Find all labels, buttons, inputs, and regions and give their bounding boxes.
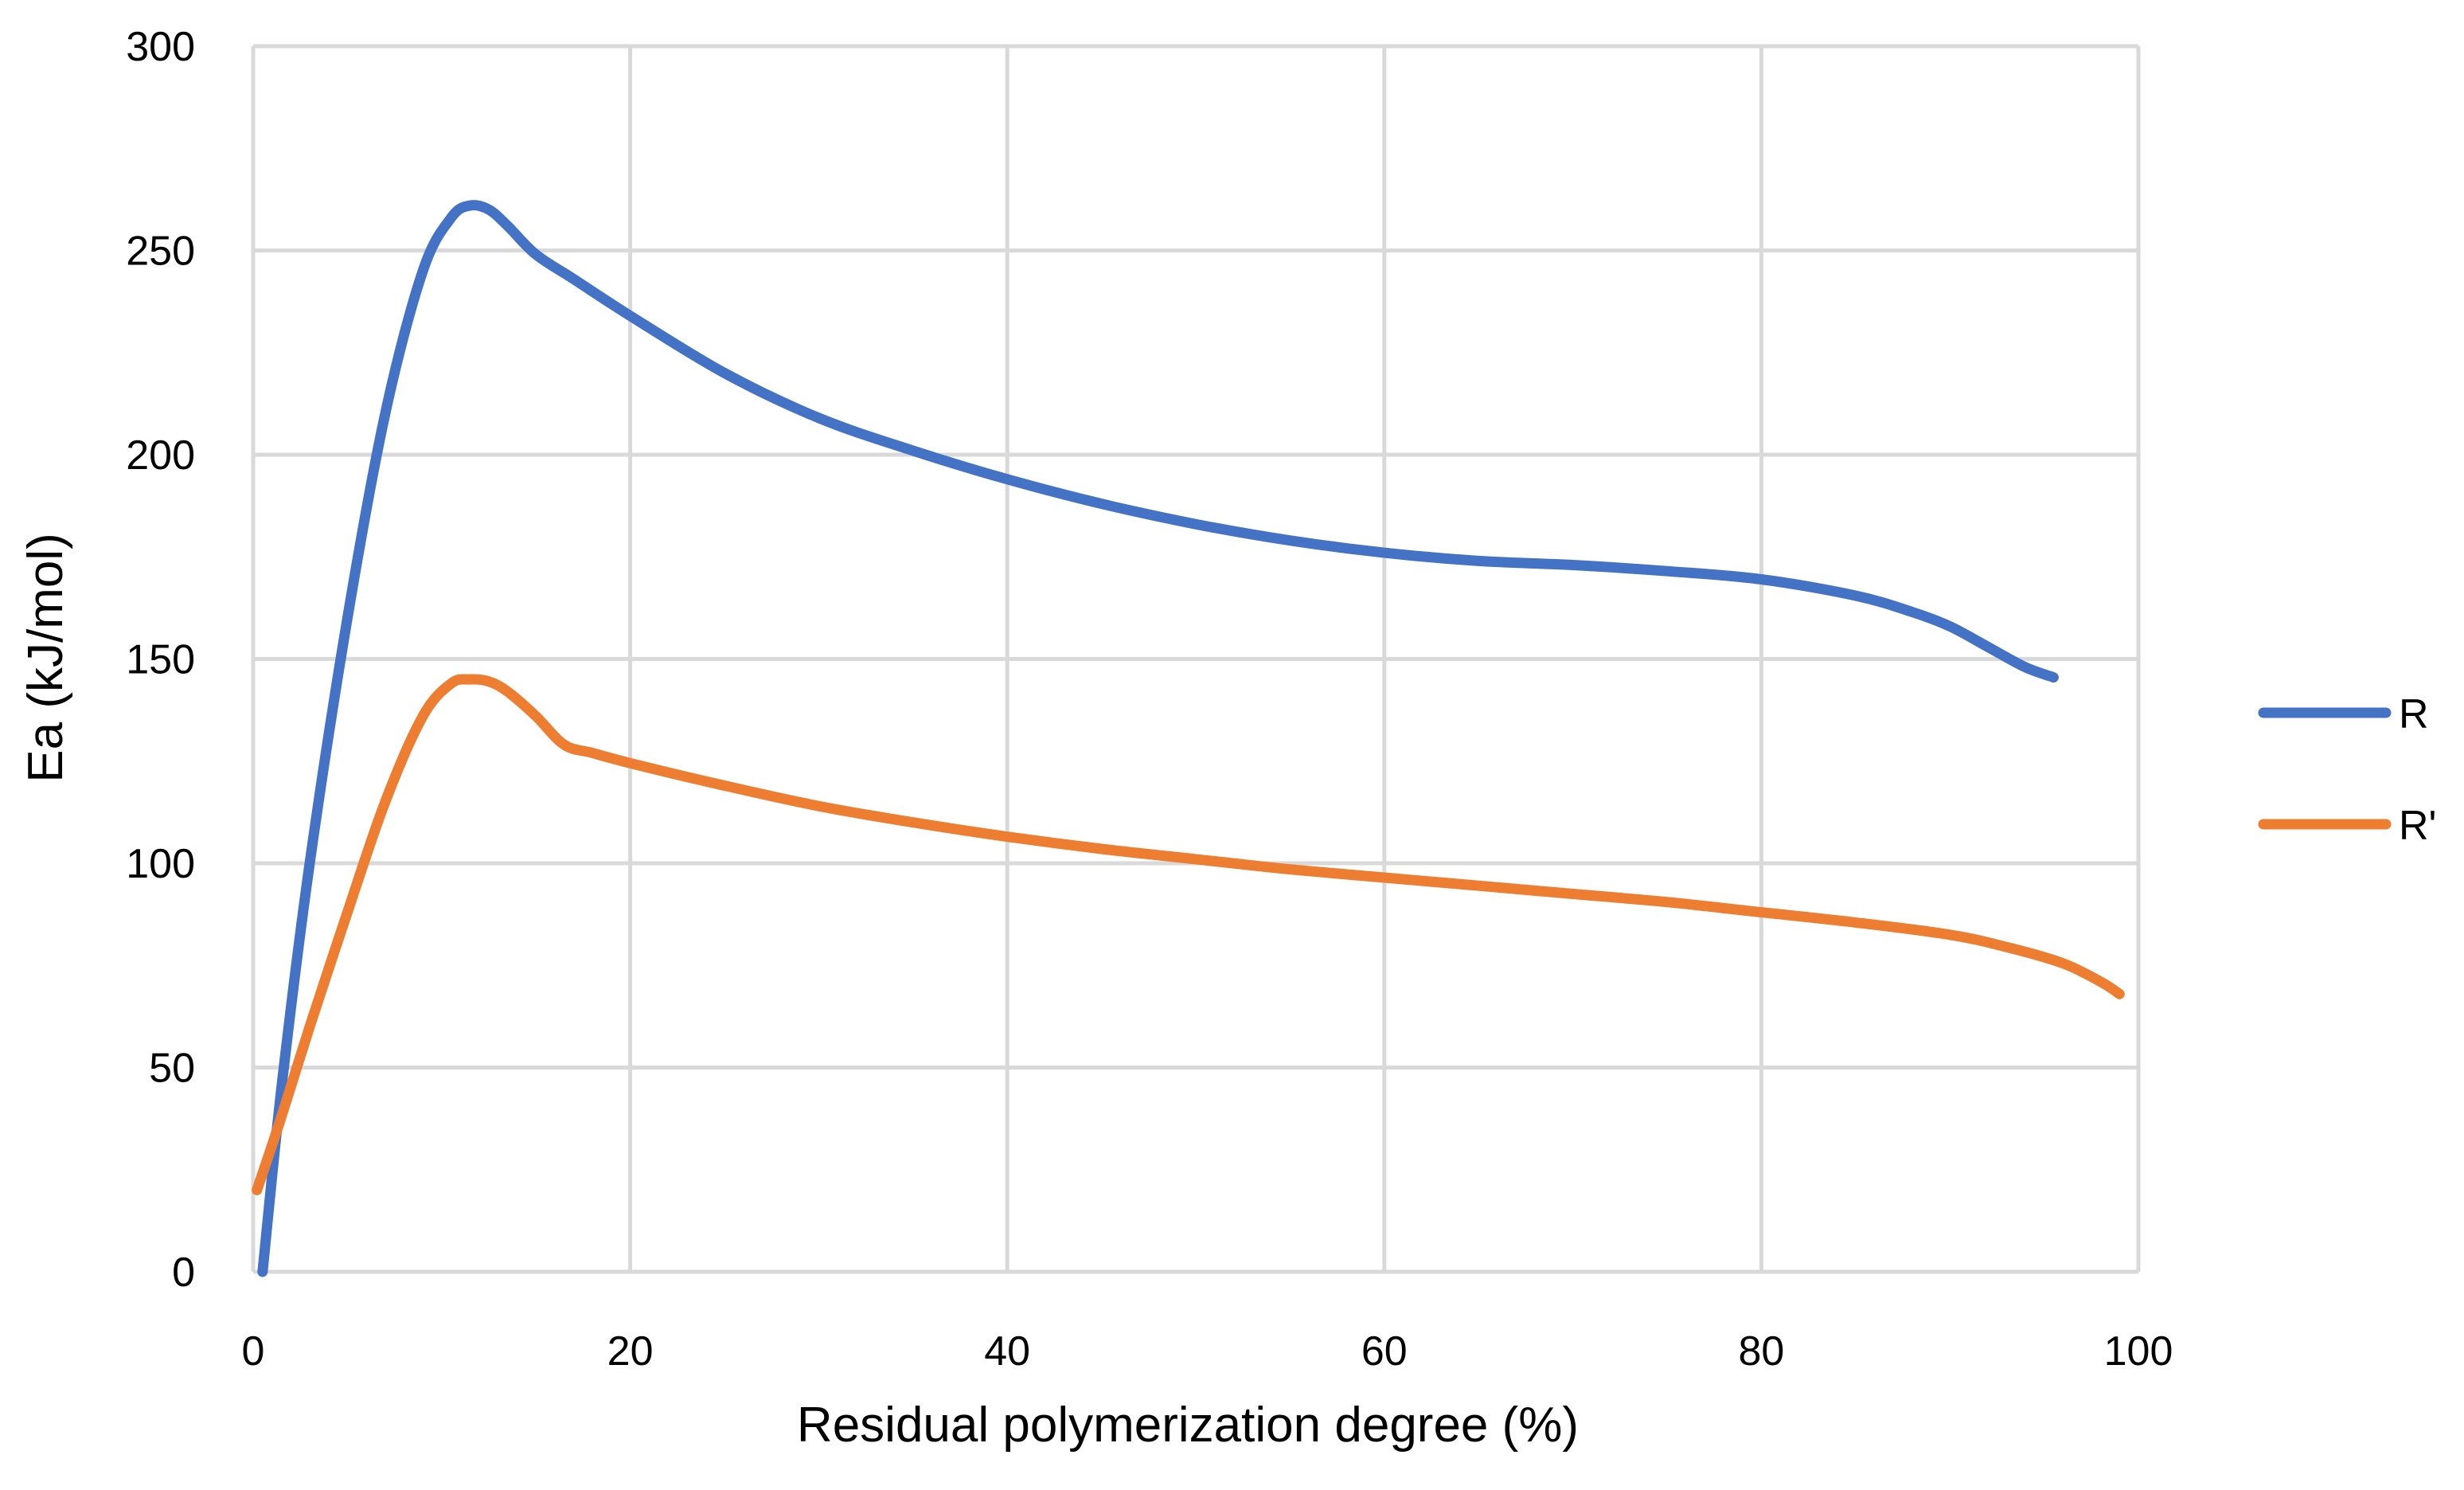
y-tick-label: 100 bbox=[126, 841, 195, 887]
x-tick-label: 0 bbox=[242, 1328, 265, 1375]
legend-label-r-prime: R' bbox=[2399, 803, 2436, 849]
grid-layer bbox=[251, 44, 2141, 1274]
legend-label-r: R bbox=[2399, 691, 2429, 737]
series-layer bbox=[252, 200, 2125, 1277]
y-tick-label: 300 bbox=[126, 24, 195, 70]
y-axis-title: Ea (kJ/mol) bbox=[18, 533, 73, 782]
x-tick-label: 60 bbox=[1361, 1328, 1408, 1375]
legend: R R' bbox=[2258, 691, 2436, 849]
x-tick-label: 80 bbox=[1738, 1328, 1784, 1375]
y-tick-label: 150 bbox=[126, 637, 195, 683]
y-tick-label: 200 bbox=[126, 432, 195, 479]
x-tick-label: 100 bbox=[2104, 1328, 2173, 1375]
tick-label-layer: 0 50 100 150 200 250 300 0 20 40 60 80 100 bbox=[126, 24, 2173, 1375]
y-tick-label: 250 bbox=[126, 229, 195, 275]
y-tick-label: 0 bbox=[172, 1249, 195, 1296]
x-axis-title: Residual polymerization degree (%) bbox=[797, 1398, 1579, 1453]
y-tick-label: 50 bbox=[149, 1046, 195, 1092]
x-tick-label: 40 bbox=[984, 1328, 1030, 1375]
series-line-r bbox=[257, 200, 2059, 1277]
x-tick-label: 20 bbox=[607, 1328, 654, 1375]
series-line-r-prime bbox=[252, 674, 2125, 1195]
